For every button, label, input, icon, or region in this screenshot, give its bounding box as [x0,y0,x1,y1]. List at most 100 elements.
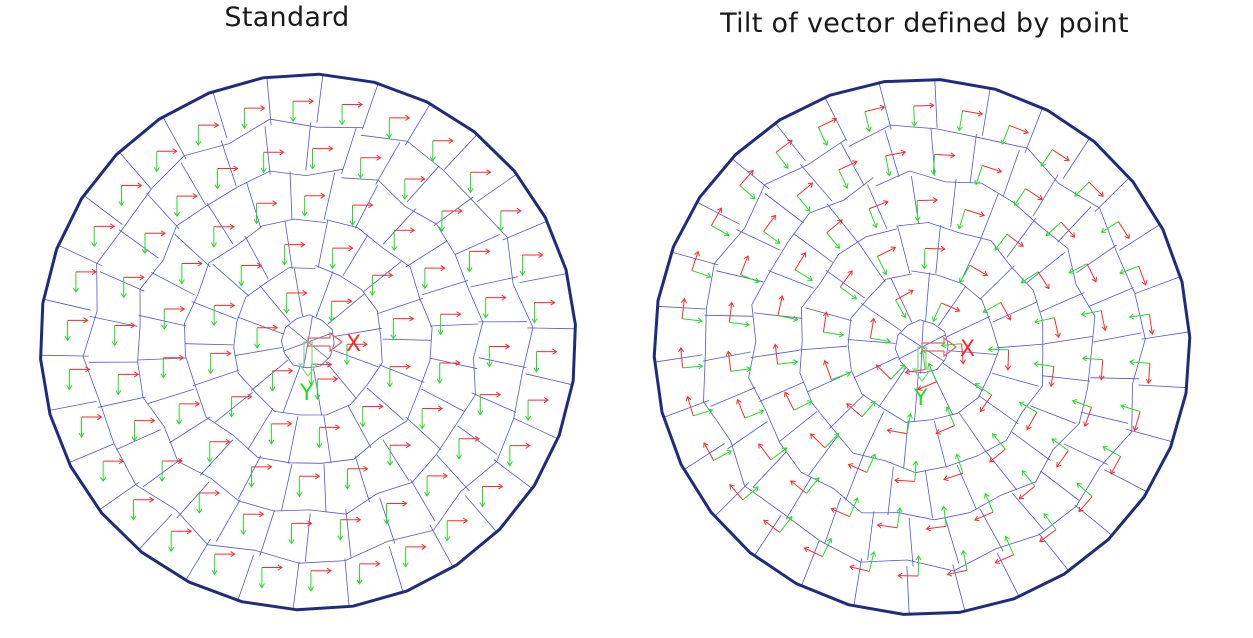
mesh-spoke-line [327,293,366,325]
element-y-axis-arrow [957,209,966,230]
mesh-spoke-line [405,416,442,451]
mesh-spoke-line [867,511,875,560]
element-y-axis-arrow [1100,221,1119,233]
mesh-spoke-line [379,497,396,544]
global-origin-triad: XY [297,331,361,406]
element-x-axis-arrow [1110,456,1122,475]
element-y-axis-arrow [479,486,486,508]
mesh-spoke-line [289,171,293,220]
element-x-axis-arrow [763,214,776,232]
element-y-axis-arrow [525,400,532,421]
mesh-spoke-line [878,82,892,130]
element-y-axis-arrow [206,441,213,463]
element-y-axis-arrow [240,514,247,536]
mesh-spoke-line [768,270,814,289]
element-y-axis-arrow [1102,446,1121,457]
element-x-axis-arrow [830,507,850,517]
mesh-spoke-line [1038,532,1070,572]
element-y-axis-arrow [931,302,942,323]
element-y-axis-arrow [343,344,350,366]
mesh-spoke-line [1062,137,1091,179]
mesh-spoke-line [266,77,272,126]
mesh-spoke-line [185,538,211,581]
mesh-spoke-line [180,162,206,205]
mesh-spoke-line [57,244,103,267]
mesh-spoke-line [443,134,478,170]
mesh-spoke-line [471,392,517,413]
mesh-spoke-line [956,464,977,510]
element-y-axis-arrow [195,125,202,147]
mesh-spoke-line [727,420,768,450]
element-x-axis-arrow [864,104,886,113]
element-y-axis-arrow [1074,181,1090,197]
mesh-spoke-line [282,367,301,413]
element-x-axis-arrow [913,102,935,109]
element-x-axis-arrow [317,376,339,383]
element-y-axis-arrow [228,396,235,418]
mesh-spoke-line [1094,177,1130,212]
element-y-axis-arrow [930,154,937,176]
element-y-axis-arrow [168,531,175,553]
mesh-spoke-line [750,349,799,358]
element-x-axis-arrow [144,230,166,237]
element-x-axis-arrow [389,363,411,370]
element-x-axis-arrow [1006,233,1024,247]
mesh-spoke-line [1093,332,1142,343]
mesh-ring-line [703,124,1146,572]
element-y-axis-arrow [691,270,712,279]
element-y-axis-arrow [1080,310,1102,317]
element-x-axis-arrow [1086,263,1098,283]
element-x-axis-arrow [214,551,236,558]
element-x-axis-arrow [509,442,531,449]
element-x-axis-arrow [962,110,984,117]
mesh-spoke-line [68,443,114,464]
element-y-axis-arrow [309,148,316,170]
element-x-axis-arrow [1056,450,1069,468]
element-y-axis-arrow [1033,317,1055,325]
element-y-axis-arrow [248,466,255,488]
mesh-spoke-line [215,499,241,542]
element-y-axis-arrow [357,157,364,179]
element-y-axis-arrow [390,318,397,340]
mesh-spoke-line [307,341,329,360]
mesh-outer-boundary [39,72,577,612]
mesh-spoke-line [1076,244,1117,274]
mesh-spoke-line [845,455,864,501]
element-y-axis-arrow [290,101,297,123]
element-x-axis-arrow [777,295,785,316]
element-x-axis-arrow [729,484,744,501]
element-y-axis-arrow [283,292,290,314]
mesh-spoke-line [825,269,866,299]
mesh-spoke-line [323,464,327,513]
element-y-axis-arrow [519,254,526,276]
mesh-ring-line [894,319,949,374]
element-x-axis-arrow [838,160,858,171]
mesh-spoke-line [405,240,447,268]
mesh-spoke-line [1026,251,1066,283]
element-x-axis-arrow [304,192,326,199]
mesh-spoke-line [345,509,352,558]
element-x-axis-arrow [432,137,454,144]
mesh-spoke-line [476,173,518,203]
mesh-spoke-line [493,459,533,490]
mesh-spoke-line [293,268,303,317]
mesh-spoke-line [683,443,725,471]
element-y-axis-arrow [66,369,73,391]
mesh-spoke-line [237,554,254,601]
mesh-spoke-line [890,278,913,323]
element-x-axis-arrow [897,572,919,579]
mesh-spoke-line [421,280,469,296]
mesh-spoke-line [829,394,865,429]
mesh-spoke-line [853,356,898,379]
mesh-spoke-line [824,497,842,545]
element-y-axis-arrow [314,379,321,400]
mesh-ring-line [799,222,1044,474]
mesh-spoke-line [793,233,833,263]
mesh-spoke-line [1006,218,1036,258]
mesh-spoke-line [382,208,417,245]
element-y-axis-arrow [927,362,937,383]
element-y-axis-arrow [838,169,849,189]
mesh-spoke-line [323,172,336,220]
element-x-axis-arrow [1048,366,1055,388]
element-x-axis-arrow [818,117,838,128]
